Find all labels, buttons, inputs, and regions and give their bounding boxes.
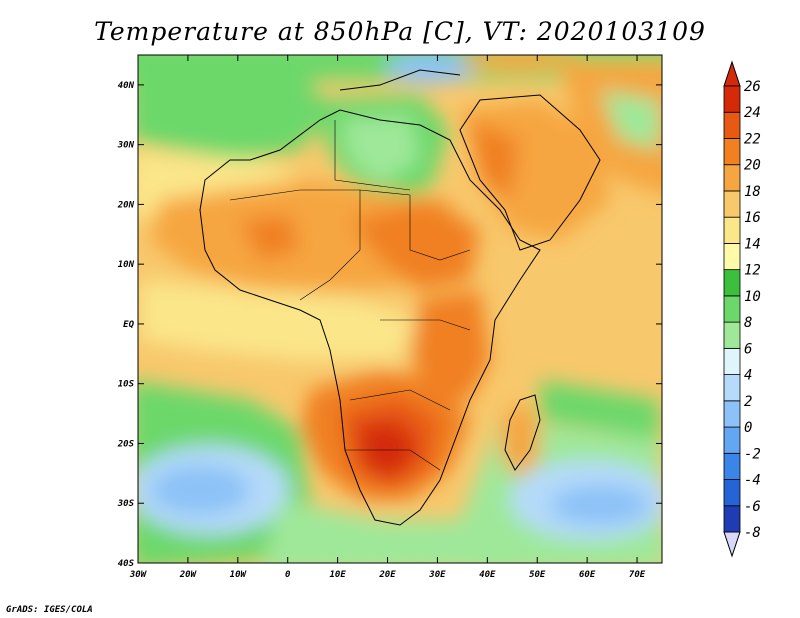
latitude-axis: 40N 30N 20N 10N EQ 10S 20S 30S 40S — [117, 81, 135, 569]
longitude-axis: 30W 20W 10W 0 10E 20E 30E 40E 50E 60E 70E — [129, 570, 646, 580]
colorbar-band — [723, 269, 741, 297]
lat-tick-label: 20N — [117, 200, 135, 210]
colorbar-band — [723, 426, 741, 454]
colorbar-tick-label: -6 — [744, 499, 761, 515]
colorbar-band — [723, 190, 741, 218]
colorbar-tick-label: 24 — [744, 105, 761, 121]
lat-tick-label: 30N — [117, 141, 135, 151]
colorbar — [723, 60, 741, 558]
colorbar-tick-label: 14 — [744, 236, 761, 252]
colorbar-tick-label: 8 — [744, 315, 752, 331]
colorbar-bottom-arrow — [723, 531, 741, 558]
lon-tick-label: 20W — [179, 570, 198, 580]
lat-tick-label: 10N — [118, 260, 135, 270]
colorbar-tick-label: 12 — [744, 263, 761, 279]
map-frame — [137, 54, 663, 564]
colorbar-tick-label: 2 — [744, 394, 752, 410]
lat-tick-label: 40N — [118, 81, 135, 91]
colorbar-band — [723, 295, 741, 323]
colorbar-top-arrow — [723, 60, 741, 87]
lon-tick-label: 60E — [579, 570, 596, 580]
colorbar-tick-label: 22 — [744, 131, 761, 147]
colorbar-band — [723, 321, 741, 349]
temperature-field — [138, 55, 662, 563]
lon-tick-label: 30E — [428, 570, 446, 580]
colorbar-band — [723, 85, 741, 113]
longitude-ticks — [137, 55, 638, 563]
lon-tick-label: 20E — [378, 570, 396, 580]
colorbar-band — [723, 452, 741, 480]
colorbar-tick-label: 16 — [744, 210, 761, 226]
latitude-ticks — [138, 84, 662, 564]
colorbar-band — [723, 400, 741, 428]
credit-label: GrADS: IGES/COLA — [6, 605, 93, 615]
map-plot-area — [138, 55, 662, 563]
lon-tick-label: 40E — [479, 570, 496, 580]
colorbar-band — [723, 138, 741, 166]
lon-tick-label: 30W — [129, 570, 148, 580]
colorbar-band — [723, 111, 741, 139]
colorbar-band — [723, 479, 741, 507]
lon-tick-label: 50E — [529, 570, 546, 580]
colorbar-band — [723, 243, 741, 271]
lon-tick-label: 10W — [230, 570, 248, 580]
map-title: Temperature at 850hPa [C], VT: 202010310… — [94, 17, 706, 46]
colorbar-band — [723, 164, 741, 192]
colorbar-band — [723, 216, 741, 244]
colorbar-tick-label: -2 — [744, 446, 761, 462]
lat-tick-label: 30S — [117, 499, 135, 509]
colorbar-tick-label: 26 — [744, 79, 761, 95]
lat-tick-label: EQ — [123, 320, 134, 330]
colorbar-tick-label: -8 — [744, 525, 761, 541]
lon-tick-label: 70E — [629, 570, 646, 580]
colorbar-band — [723, 505, 741, 533]
lon-tick-label: 10E — [329, 570, 346, 580]
colorbar-band — [723, 374, 741, 402]
lat-tick-label: 10S — [118, 380, 135, 390]
colorbar-tick-label: 4 — [744, 368, 752, 384]
colorbar-tick-label: 0 — [744, 420, 752, 436]
colorbar-tick-label: 20 — [744, 158, 761, 174]
country-borders — [229, 120, 471, 471]
colorbar-tick-label: -4 — [744, 473, 761, 489]
lat-tick-label: 40S — [118, 559, 135, 569]
colorbar-tick-label: 10 — [744, 289, 761, 305]
colorbar-band — [723, 347, 741, 375]
coastline-lines — [199, 69, 601, 526]
colorbar-tick-label: 18 — [744, 184, 761, 200]
colorbar-tick-label: 6 — [744, 341, 752, 357]
lat-tick-label: 20S — [117, 439, 135, 449]
lon-tick-label: 0 — [285, 570, 291, 580]
